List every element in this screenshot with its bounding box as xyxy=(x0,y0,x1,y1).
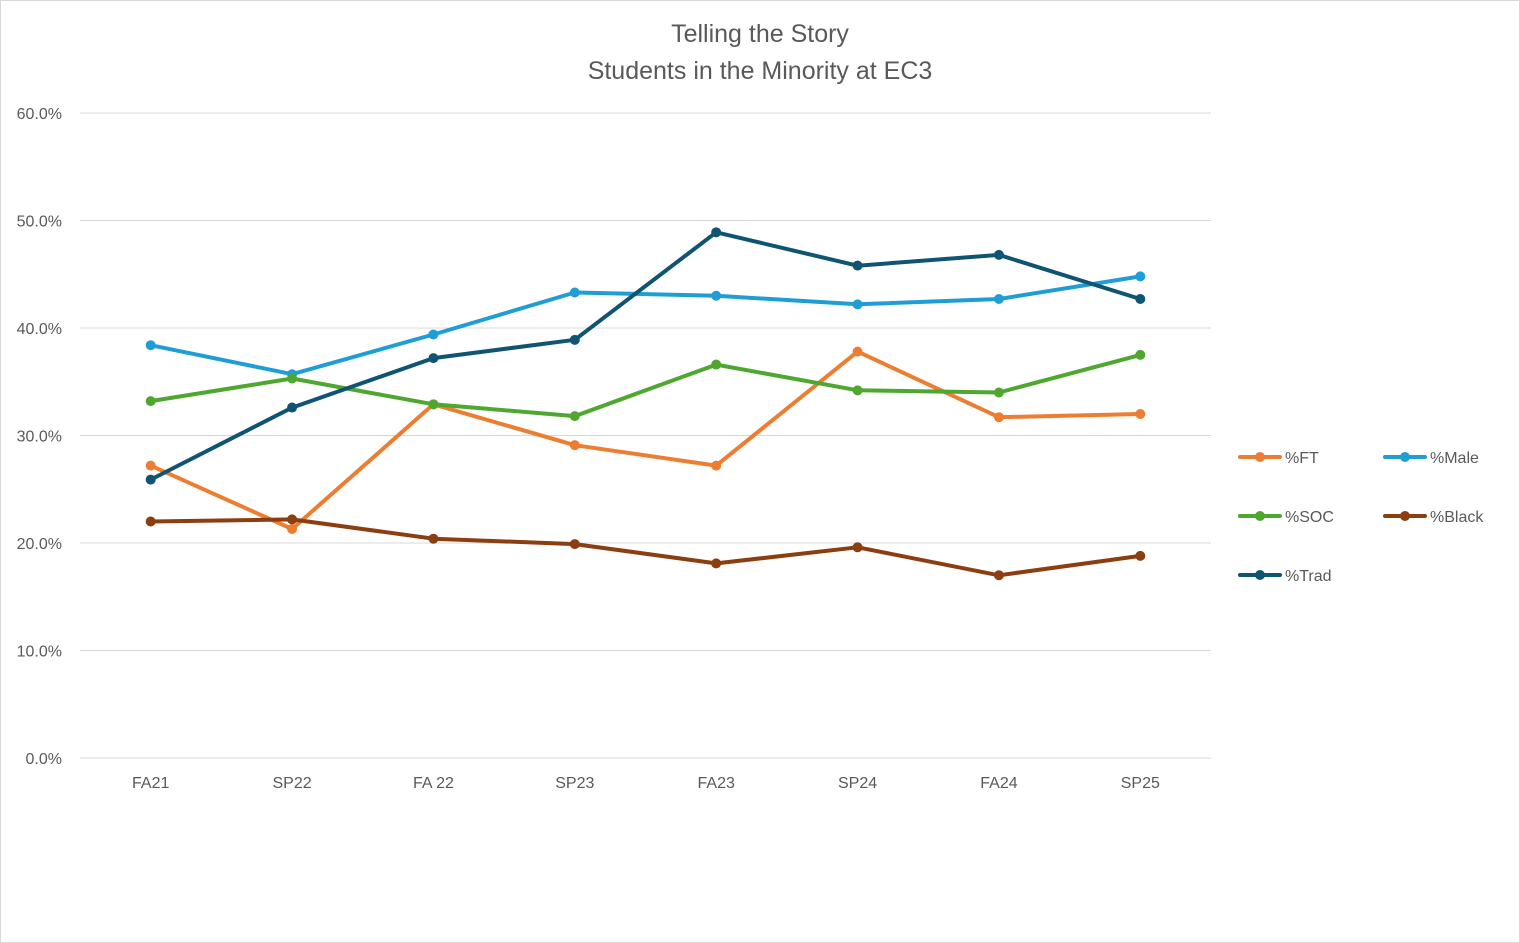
data-point-male xyxy=(569,287,580,298)
legend-marker-ft xyxy=(1255,452,1265,462)
data-point-male xyxy=(711,290,722,301)
data-point-ft xyxy=(287,524,298,535)
x-tick-label: SP23 xyxy=(555,775,594,792)
series-line-black xyxy=(148,517,1143,578)
data-point-trad xyxy=(852,260,863,271)
legend-label-trad: %Trad xyxy=(1285,568,1332,585)
x-tick-label: SP24 xyxy=(838,775,877,792)
data-point-ft xyxy=(569,440,580,451)
x-tick-label: SP25 xyxy=(1121,775,1160,792)
data-point-soc xyxy=(287,373,298,384)
data-point-ft xyxy=(993,412,1004,423)
legend-label-male: %Male xyxy=(1430,450,1479,467)
series-line-soc xyxy=(148,352,1143,419)
data-point-black xyxy=(145,516,156,527)
data-point-soc xyxy=(711,359,722,370)
data-point-male xyxy=(1135,271,1146,282)
data-point-soc xyxy=(1135,349,1146,360)
y-tick-label: 40.0% xyxy=(17,321,62,338)
data-point-soc xyxy=(145,396,156,407)
x-tick-label: FA24 xyxy=(980,775,1017,792)
y-tick-label: 0.0% xyxy=(26,751,62,768)
series-line-trad xyxy=(148,230,1143,482)
data-point-trad xyxy=(1135,293,1146,304)
legend-label-ft: %FT xyxy=(1285,450,1319,467)
chart-subtitle: Students in the Minority at EC3 xyxy=(587,57,933,85)
data-point-trad xyxy=(287,402,298,413)
y-tick-label: 20.0% xyxy=(17,536,62,553)
x-tick-label: FA 22 xyxy=(413,775,454,792)
data-point-soc xyxy=(993,387,1004,398)
x-tick-label: SP22 xyxy=(272,775,311,792)
data-point-ft xyxy=(852,346,863,357)
y-tick-label: 50.0% xyxy=(17,214,62,231)
x-tick-label: FA21 xyxy=(132,775,169,792)
series-line-ft xyxy=(148,349,1143,531)
data-point-black xyxy=(428,533,439,544)
data-point-soc xyxy=(428,399,439,410)
legend-marker-trad xyxy=(1255,570,1265,580)
data-point-male xyxy=(428,329,439,340)
x-tick-label: FA23 xyxy=(698,775,735,792)
data-point-ft xyxy=(145,460,156,471)
legend-marker-black xyxy=(1400,511,1410,521)
data-point-black xyxy=(711,558,722,569)
legend-label-soc: %SOC xyxy=(1285,509,1334,526)
data-point-black xyxy=(852,542,863,553)
legend-label-black: %Black xyxy=(1430,509,1484,526)
data-point-black xyxy=(1135,550,1146,561)
data-point-male xyxy=(852,299,863,310)
data-point-trad xyxy=(993,249,1004,260)
data-point-soc xyxy=(852,385,863,396)
data-point-trad xyxy=(428,353,439,364)
legend-marker-soc xyxy=(1255,511,1265,521)
series-line-male xyxy=(148,274,1143,377)
data-point-ft xyxy=(1135,409,1146,419)
data-point-ft xyxy=(711,460,722,471)
y-tick-label: 30.0% xyxy=(17,429,62,446)
data-point-trad xyxy=(711,227,722,238)
data-point-male xyxy=(145,340,156,351)
data-point-black xyxy=(287,514,298,525)
y-tick-label: 60.0% xyxy=(17,106,62,123)
data-point-black xyxy=(993,570,1004,581)
chart-title: Telling the Story xyxy=(671,20,849,48)
data-point-black xyxy=(569,539,580,550)
data-point-trad xyxy=(569,334,580,345)
data-point-trad xyxy=(145,474,156,485)
data-point-male xyxy=(993,293,1004,304)
data-point-soc xyxy=(569,411,580,422)
legend-marker-male xyxy=(1400,452,1410,462)
y-tick-label: 10.0% xyxy=(17,644,62,661)
